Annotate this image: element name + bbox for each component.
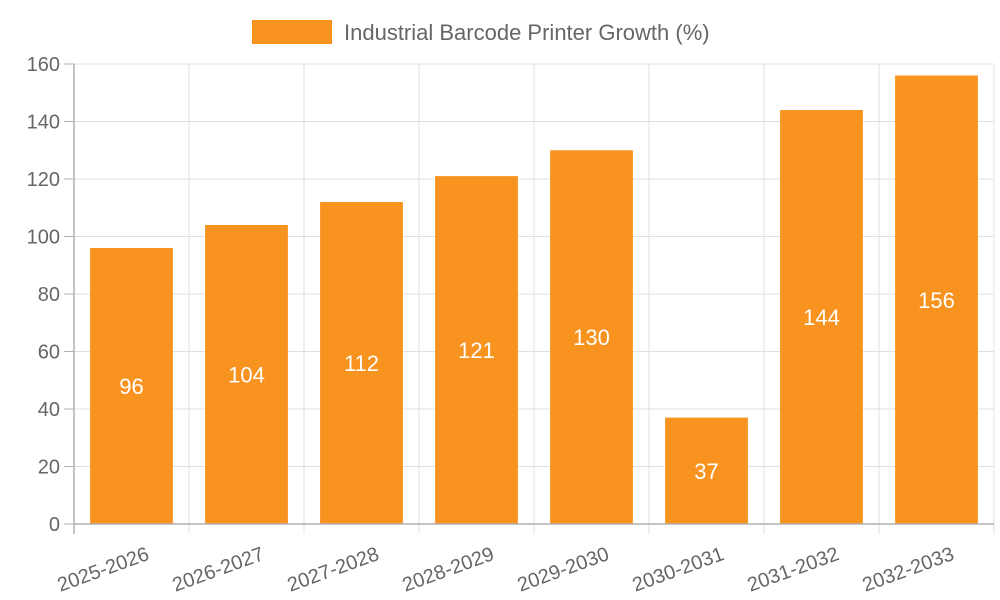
bar-rect[interactable] — [320, 202, 403, 524]
bar-rect[interactable] — [205, 225, 288, 524]
bar-2025-2026[interactable]: 96 — [90, 248, 173, 524]
x-tick-label: 2025-2026 — [55, 543, 152, 596]
bar-rect[interactable] — [665, 417, 748, 524]
bar-value-label: 130 — [573, 325, 610, 350]
bar-rect[interactable] — [780, 110, 863, 524]
y-tick-label: 120 — [27, 169, 60, 191]
x-tick-label: 2031-2032 — [745, 543, 842, 596]
bar-2027-2028[interactable]: 112 — [320, 202, 403, 524]
y-tick-label: 60 — [38, 342, 60, 364]
bar-rect[interactable] — [895, 75, 978, 525]
y-tick-label: 0 — [49, 514, 60, 536]
bar-2032-2033[interactable]: 156 — [895, 75, 978, 525]
y-tick-label: 20 — [38, 457, 60, 479]
legend[interactable]: Industrial Barcode Printer Growth (%) — [252, 20, 710, 45]
legend-swatch — [252, 20, 332, 44]
x-tick-label: 2030-2031 — [630, 543, 727, 596]
bar-rect[interactable] — [435, 176, 518, 524]
x-tick-label: 2028-2029 — [400, 543, 497, 596]
x-tick-label: 2032-2033 — [860, 543, 957, 596]
bar-rect[interactable] — [550, 150, 633, 524]
y-tick-label: 160 — [27, 54, 60, 76]
bar-value-label: 37 — [694, 459, 718, 484]
bar-value-label: 96 — [119, 374, 143, 399]
x-tick-label: 2029-2030 — [515, 543, 612, 596]
bar-2026-2027[interactable]: 104 — [205, 225, 288, 524]
bar-2028-2029[interactable]: 121 — [435, 176, 518, 524]
bar-value-label: 121 — [458, 338, 495, 363]
bar-rect[interactable] — [90, 248, 173, 524]
x-axis-ticks: 2025-2026 2026-2027 2027-2028 2028-2029 2029… — [55, 543, 957, 596]
bar-value-label: 112 — [344, 351, 379, 376]
bar-2031-2032[interactable]: 144 — [780, 110, 863, 524]
bar-value-label: 156 — [918, 288, 955, 313]
bar-2029-2030[interactable]: 130 — [550, 150, 633, 524]
y-tick-label: 40 — [38, 399, 60, 421]
y-axis-ticks: 0 20 40 60 80 100 120 140 160 — [27, 54, 74, 536]
x-tick-label: 2026-2027 — [170, 543, 267, 596]
axes — [73, 64, 994, 534]
x-tick-label: 2027-2028 — [285, 543, 382, 596]
bar-2030-2031[interactable]: 37 — [665, 417, 748, 524]
bar-value-label: 144 — [803, 305, 840, 330]
bar-value-label: 104 — [228, 363, 265, 388]
y-tick-label: 140 — [27, 112, 60, 134]
bars: 96 104 112 121 130 37 144 156 — [90, 75, 978, 525]
y-tick-label: 100 — [27, 227, 60, 249]
legend-label: Industrial Barcode Printer Growth (%) — [344, 20, 710, 45]
y-tick-label: 80 — [38, 284, 60, 306]
